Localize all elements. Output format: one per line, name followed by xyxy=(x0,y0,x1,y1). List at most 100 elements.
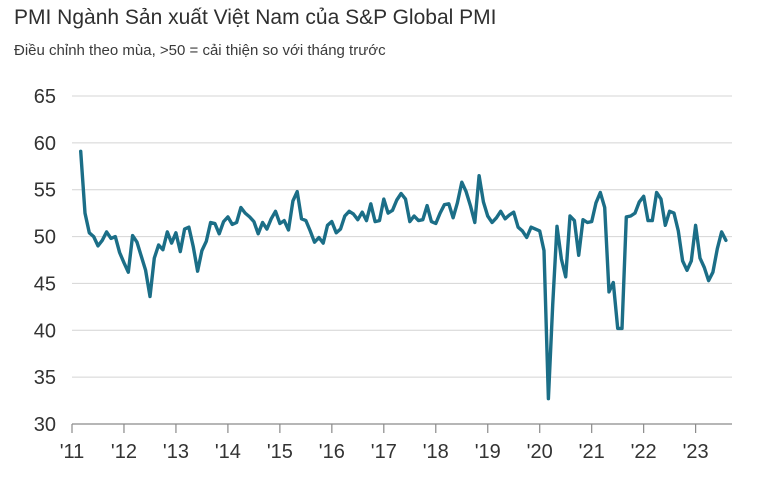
data-point xyxy=(555,225,558,228)
data-point xyxy=(114,235,117,238)
data-point xyxy=(568,214,571,217)
data-point xyxy=(491,221,494,224)
data-point xyxy=(668,210,671,213)
data-point xyxy=(374,220,377,223)
data-point xyxy=(417,219,420,222)
y-tick-label: 40 xyxy=(34,320,56,342)
data-point xyxy=(465,190,468,193)
chart-subtitle: Điều chỉnh theo mùa, >50 = cải thiện so … xyxy=(14,42,386,59)
data-point xyxy=(586,221,589,224)
y-tick-label: 55 xyxy=(34,180,56,202)
data-point xyxy=(270,217,273,220)
y-tick-label: 30 xyxy=(34,414,56,436)
data-point xyxy=(157,243,160,246)
data-point xyxy=(339,228,342,231)
data-point xyxy=(96,244,99,247)
x-tick-label: '23 xyxy=(683,441,709,463)
data-point xyxy=(235,221,238,224)
data-point xyxy=(672,212,675,215)
data-point xyxy=(642,195,645,198)
y-tick-label: 50 xyxy=(34,227,56,249)
data-point xyxy=(694,224,697,227)
data-point xyxy=(594,201,597,204)
data-point xyxy=(322,242,325,245)
data-point xyxy=(343,214,346,217)
data-point xyxy=(564,275,567,278)
data-point xyxy=(655,191,658,194)
data-point xyxy=(153,257,156,260)
data-point xyxy=(508,213,511,216)
data-point xyxy=(599,191,602,194)
data-point xyxy=(287,228,290,231)
data-point xyxy=(83,212,86,215)
data-point xyxy=(551,303,554,306)
x-tick-label: '12 xyxy=(111,441,137,463)
data-point xyxy=(434,222,437,225)
data-point xyxy=(460,181,463,184)
data-point xyxy=(192,245,195,248)
data-point xyxy=(296,190,299,193)
data-point xyxy=(499,210,502,213)
data-point xyxy=(274,210,277,213)
x-tick-label: '17 xyxy=(371,441,397,463)
data-point xyxy=(504,217,507,220)
data-point xyxy=(452,216,455,219)
x-tick-label: '18 xyxy=(423,441,449,463)
data-point xyxy=(261,221,264,224)
data-point xyxy=(646,219,649,222)
data-point xyxy=(387,212,390,215)
data-point xyxy=(101,239,104,242)
data-point xyxy=(378,219,381,222)
x-tick-label: '16 xyxy=(319,441,345,463)
chart-title: PMI Ngành Sản xuất Việt Nam của S&P Glob… xyxy=(14,6,497,29)
y-tick-label: 35 xyxy=(34,367,56,389)
data-point xyxy=(581,218,584,221)
data-point xyxy=(664,224,667,227)
data-point xyxy=(395,198,398,201)
data-point xyxy=(698,257,701,260)
data-point xyxy=(447,202,450,205)
data-point xyxy=(512,211,515,214)
data-point xyxy=(309,229,312,232)
data-point xyxy=(517,226,520,229)
data-point xyxy=(144,269,147,272)
data-point xyxy=(213,222,216,225)
x-tick-label: '22 xyxy=(631,441,657,463)
data-point xyxy=(486,214,489,217)
data-point xyxy=(257,232,260,235)
data-point xyxy=(161,248,164,251)
data-point xyxy=(439,212,442,215)
data-point xyxy=(122,261,125,264)
data-point xyxy=(400,192,403,195)
data-point xyxy=(629,214,632,217)
data-point xyxy=(625,215,628,218)
data-point xyxy=(716,247,719,250)
data-point xyxy=(391,209,394,212)
data-point xyxy=(131,234,134,237)
data-point xyxy=(317,236,320,239)
data-point xyxy=(127,271,130,274)
data-point xyxy=(530,226,533,229)
data-point xyxy=(720,230,723,233)
data-point xyxy=(218,232,221,235)
data-point xyxy=(148,295,151,298)
data-point xyxy=(265,228,268,231)
data-point xyxy=(313,241,316,244)
data-point xyxy=(140,255,143,258)
data-point xyxy=(482,200,485,203)
pmi-series-line xyxy=(79,149,728,401)
data-point xyxy=(456,201,459,204)
data-point xyxy=(426,204,429,207)
data-point xyxy=(633,212,636,215)
data-point xyxy=(404,198,407,201)
x-tick-label: '13 xyxy=(163,441,189,463)
data-point xyxy=(200,249,203,252)
x-axis: '11 '12 '13 '14 '15 '16 '17 '18 '19 '20 '21 '22 '23 xyxy=(60,423,732,463)
data-point xyxy=(478,174,481,177)
data-point xyxy=(620,327,623,330)
data-point xyxy=(244,212,247,215)
data-point xyxy=(638,200,641,203)
data-point xyxy=(205,240,208,243)
data-point xyxy=(525,236,528,239)
